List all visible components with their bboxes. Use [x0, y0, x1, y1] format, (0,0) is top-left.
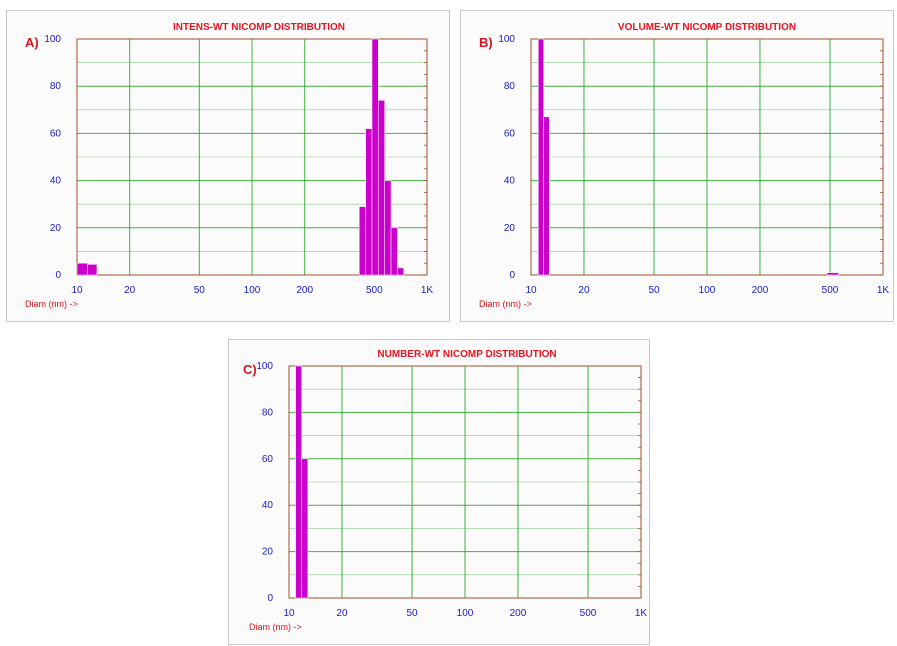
y-tick-label: 80 [262, 407, 274, 418]
panel-label: C) [243, 362, 257, 377]
x-tick-label: 10 [283, 608, 295, 619]
x-tick-label: 50 [194, 285, 206, 296]
x-tick-label: 200 [510, 608, 527, 619]
x-tick-label: 10 [525, 285, 537, 296]
y-tick-label: 20 [262, 547, 274, 558]
y-tick-label: 100 [498, 34, 515, 45]
bar [543, 116, 550, 276]
bar [397, 267, 405, 276]
bar [826, 272, 839, 276]
bar [76, 262, 88, 276]
chart-panel-b: VOLUME-WT NICOMP DISTRIBUTION B) 0 20 40 60 80… [460, 10, 894, 322]
y-tick-label: 40 [504, 176, 516, 187]
x-tick-label: 100 [244, 285, 261, 296]
x-tick-label: 10 [71, 285, 83, 296]
bar [378, 100, 385, 276]
y-tick-label: 100 [256, 361, 273, 372]
chart-title: NUMBER-WT NICOMP DISTRIBUTION [377, 349, 556, 360]
chart-title: VOLUME-WT NICOMP DISTRIBUTION [618, 22, 796, 33]
y-tick-label: 40 [50, 176, 62, 187]
y-tick-label: 80 [50, 81, 62, 92]
x-tick-label: 500 [580, 608, 597, 619]
panel-label: A) [25, 35, 39, 50]
x-tick-label: 1K [635, 608, 648, 619]
y-tick-label: 80 [504, 81, 516, 92]
panel-label: B) [479, 35, 493, 50]
chart-svg: INTENS-WT NICOMP DISTRIBUTION A) 0 20 40 60 80… [25, 22, 434, 309]
x-tick-label: 1K [877, 285, 890, 296]
x-tick-label: 100 [699, 285, 716, 296]
x-axis-label: Diam (nm) -> [479, 299, 532, 309]
chart-title: INTENS-WT NICOMP DISTRIBUTION [173, 22, 345, 33]
y-tick-label: 60 [50, 128, 62, 139]
chart-panel-a: INTENS-WT NICOMP DISTRIBUTION A) 0 20 40 60 80… [6, 10, 450, 322]
x-tick-label: 50 [648, 285, 660, 296]
bar [538, 38, 544, 276]
bar [384, 180, 392, 276]
y-tick-label: 100 [44, 34, 61, 45]
y-tick-label: 60 [504, 128, 516, 139]
chart-svg: NUMBER-WT NICOMP DISTRIBUTION C) 0 20 40 60 80… [243, 349, 648, 632]
x-tick-label: 20 [578, 285, 590, 296]
bar [390, 227, 398, 276]
x-tick-label: 500 [822, 285, 839, 296]
bar [295, 365, 302, 599]
x-tick-label: 50 [406, 608, 418, 619]
chart-panel-c: NUMBER-WT NICOMP DISTRIBUTION C) 0 20 40 60 80… [228, 339, 650, 645]
bar [301, 458, 309, 599]
bar [365, 128, 373, 276]
x-axis-label: Diam (nm) -> [25, 299, 78, 309]
y-tick-label: 20 [504, 223, 516, 234]
chart-svg: VOLUME-WT NICOMP DISTRIBUTION B) 0 20 40 60 80… [479, 22, 890, 309]
x-tick-label: 200 [296, 285, 313, 296]
x-tick-label: 20 [336, 608, 348, 619]
y-tick-label: 40 [262, 500, 274, 511]
x-tick-label: 200 [752, 285, 769, 296]
x-tick-label: 100 [457, 608, 474, 619]
bar [371, 38, 379, 276]
y-tick-label: 0 [55, 270, 61, 281]
x-axis-label: Diam (nm) -> [249, 622, 302, 632]
y-tick-label: 60 [262, 454, 274, 465]
bar [87, 264, 98, 276]
bar [358, 206, 366, 276]
x-tick-label: 1K [421, 285, 434, 296]
y-tick-label: 0 [267, 593, 273, 604]
y-tick-label: 0 [509, 270, 515, 281]
y-tick-label: 20 [50, 223, 62, 234]
x-tick-label: 20 [124, 285, 136, 296]
x-tick-label: 500 [366, 285, 383, 296]
